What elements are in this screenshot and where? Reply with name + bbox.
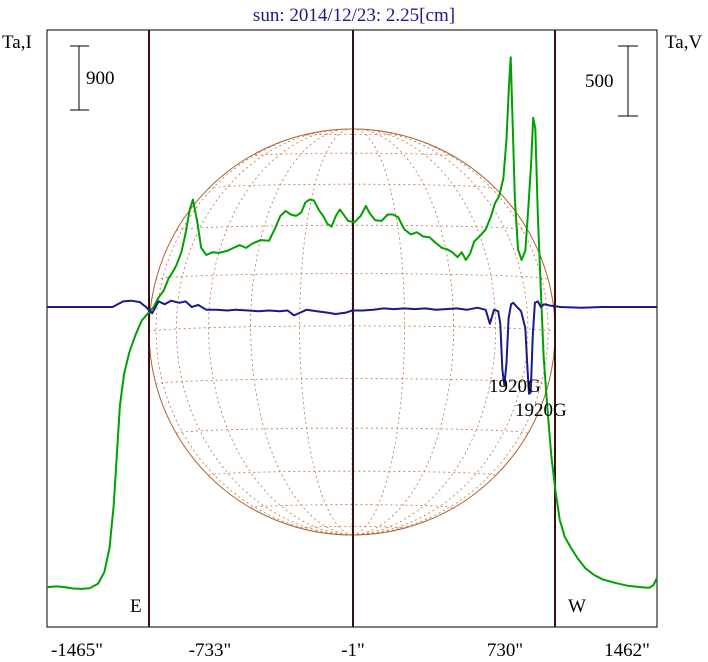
- x-tick-label: -1465": [51, 640, 103, 661]
- right-axis-label: Ta,V: [665, 32, 702, 53]
- disk-longitude-line: [352, 128, 455, 536]
- disk-longitude-line: [155, 128, 353, 536]
- chart-title: sun: 2014/12/23: 2.25[cm]: [253, 5, 455, 26]
- x-tick-label: 1462": [604, 640, 650, 661]
- disk-longitude-line: [250, 128, 353, 536]
- left-scale-label: 900: [86, 68, 115, 89]
- left-scale-bar: [70, 45, 89, 111]
- disk-longitude-line: [352, 128, 497, 536]
- x-tick-labels: -1465" -733" -1" 730" 1462": [51, 640, 650, 661]
- reference-lines: [148, 30, 556, 627]
- right-scale-label: 500: [585, 71, 614, 92]
- series-line-intensity: [46, 56, 658, 590]
- annotation-1920g-2: 1920G: [515, 400, 567, 421]
- east-limb-label: E: [130, 596, 142, 617]
- disk-longitude-line: [299, 128, 353, 536]
- annotation-1920g-1: 1920G: [489, 376, 541, 397]
- x-tick-label: -1": [341, 640, 365, 661]
- x-tick-label: -733": [189, 640, 232, 661]
- x-tick-label: 730": [487, 640, 523, 661]
- disk-longitude-line: [175, 128, 353, 536]
- left-axis-label: Ta,I: [2, 32, 32, 53]
- west-limb-label: W: [568, 596, 586, 617]
- disk-longitude-line: [352, 128, 405, 536]
- disk-longitude-line: [208, 128, 353, 536]
- disk-longitude-line: [352, 128, 549, 536]
- right-scale-bar: [618, 45, 638, 117]
- series-layer: [46, 56, 658, 590]
- series-line-circular-polarization: [47, 299, 657, 395]
